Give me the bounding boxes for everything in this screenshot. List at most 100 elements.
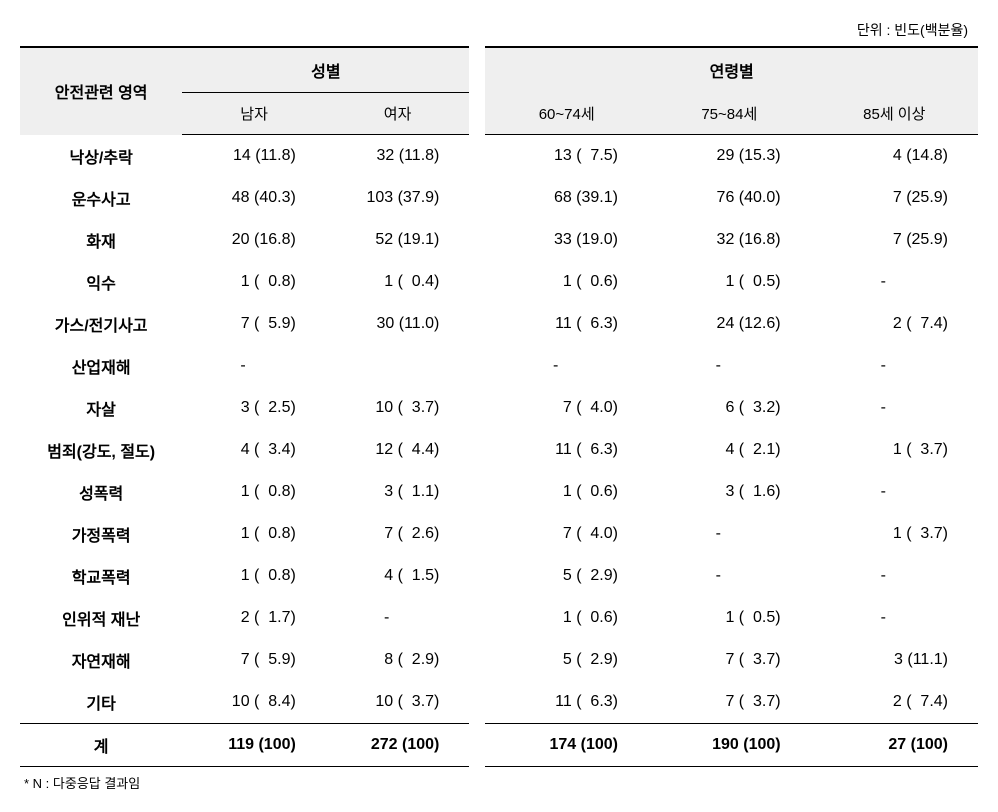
table-cell: 1 ( 0.6): [485, 597, 648, 639]
table-cell: 3 (11.1): [811, 639, 978, 681]
table-cell: 1 ( 0.8): [182, 471, 326, 513]
table-cell: 1 ( 3.7): [811, 429, 978, 471]
table-cell: 11 ( 6.3): [485, 681, 648, 724]
row-label: 학교폭력: [20, 555, 182, 597]
row-label: 운수사고: [20, 177, 182, 219]
table-cell: 7 ( 4.0): [485, 387, 648, 429]
col-header-gender-group: 성별: [182, 47, 469, 93]
table-cell: -: [326, 597, 470, 639]
table-header: 안전관련 영역 성별 연령별 남자 여자 60~74세 75~84세 85세 이…: [20, 47, 978, 135]
table-cell: 7 ( 5.9): [182, 639, 326, 681]
table-cell: 1 ( 3.7): [811, 513, 978, 555]
row-label: 인위적 재난: [20, 597, 182, 639]
table-cell: 32 (16.8): [648, 219, 811, 261]
table-cell: -: [811, 261, 978, 303]
table-cell: 10 ( 8.4): [182, 681, 326, 724]
column-gap: [469, 723, 485, 766]
row-label: 화재: [20, 219, 182, 261]
table-cell: 7 (25.9): [811, 177, 978, 219]
row-label: 범죄(강도, 절도): [20, 429, 182, 471]
table-cell: 103 (37.9): [326, 177, 470, 219]
data-table: 안전관련 영역 성별 연령별 남자 여자 60~74세 75~84세 85세 이…: [20, 46, 978, 767]
table-cell: 272 (100): [326, 723, 470, 766]
table-cell: -: [811, 555, 978, 597]
table-cell: 7 ( 4.0): [485, 513, 648, 555]
table-row: 가스/전기사고7 ( 5.9)30 (11.0)11 ( 6.3)24 (12.…: [20, 303, 978, 345]
table-cell: 29 (15.3): [648, 135, 811, 177]
column-gap: [469, 513, 485, 555]
table-cell: -: [648, 345, 811, 387]
table-cell: -: [648, 555, 811, 597]
table-row: 범죄(강도, 절도)4 ( 3.4)12 ( 4.4) 11 ( 6.3)4 ( …: [20, 429, 978, 471]
table-row: 화재20 (16.8)52 (19.1)33 (19.0)32 (16.8)7 …: [20, 219, 978, 261]
table-cell: 32 (11.8): [326, 135, 470, 177]
column-gap: [469, 177, 485, 219]
table-row: 익수1 ( 0.8)1 ( 0.4)1 ( 0.6)1 ( 0.5)-: [20, 261, 978, 303]
table-cell: 4 (14.8): [811, 135, 978, 177]
table-cell: 13 ( 7.5): [485, 135, 648, 177]
row-label: 산업재해: [20, 345, 182, 387]
column-gap: [469, 555, 485, 597]
row-label: 자살: [20, 387, 182, 429]
table-cell: -: [811, 471, 978, 513]
table-row: 성폭력1 ( 0.8)3 ( 1.1)1 ( 0.6)3 ( 1.6)-: [20, 471, 978, 513]
table-cell: 33 (19.0): [485, 219, 648, 261]
row-label-total: 계: [20, 723, 182, 766]
table-row: 낙상/추락14 (11.8)32 (11.8)13 ( 7.5)29 (15.3…: [20, 135, 978, 177]
table-cell: 1 ( 0.4): [326, 261, 470, 303]
table-cell: 68 (39.1): [485, 177, 648, 219]
table-cell: 76 (40.0): [648, 177, 811, 219]
table-cell: 174 (100): [485, 723, 648, 766]
table-row: 학교폭력1 ( 0.8)4 ( 1.5)5 ( 2.9)--: [20, 555, 978, 597]
col-header-category: 안전관련 영역: [20, 47, 182, 135]
table-cell: 7 ( 5.9): [182, 303, 326, 345]
table-cell: [326, 345, 470, 387]
table-cell: 4 ( 2.1): [648, 429, 811, 471]
column-gap: [469, 471, 485, 513]
table-cell: 5 ( 2.9): [485, 639, 648, 681]
column-gap: [469, 47, 485, 135]
table-cell: 8 ( 2.9): [326, 639, 470, 681]
column-gap: [469, 681, 485, 724]
column-gap: [469, 387, 485, 429]
table-row: 자연재해7 ( 5.9)8 ( 2.9)5 ( 2.9)7 ( 3.7)3 (1…: [20, 639, 978, 681]
table-cell: 10 ( 3.7): [326, 681, 470, 724]
table-cell: 52 (19.1): [326, 219, 470, 261]
table-row: 운수사고48 (40.3)103 (37.9) 68 (39.1)76 (40.0…: [20, 177, 978, 219]
column-gap: [469, 135, 485, 177]
table-cell: 2 ( 7.4): [811, 303, 978, 345]
table-cell: 27 (100): [811, 723, 978, 766]
table-cell: -: [648, 513, 811, 555]
table-cell: 48 (40.3): [182, 177, 326, 219]
col-header-age1: 60~74세: [485, 93, 648, 135]
table-cell: 1 ( 0.5): [648, 261, 811, 303]
table-row: 가정폭력1 ( 0.8)7 ( 2.6)7 ( 4.0)-1 ( 3.7): [20, 513, 978, 555]
table-cell: 7 (25.9): [811, 219, 978, 261]
table-cell: 14 (11.8): [182, 135, 326, 177]
table-row: 인위적 재난2 ( 1.7)-1 ( 0.6)1 ( 0.5)-: [20, 597, 978, 639]
table-cell: 24 (12.6): [648, 303, 811, 345]
table-cell: 11 ( 6.3): [485, 429, 648, 471]
table-cell: 3 ( 2.5): [182, 387, 326, 429]
table-cell: 6 ( 3.2): [648, 387, 811, 429]
table-cell: 3 ( 1.1): [326, 471, 470, 513]
col-header-age-group: 연령별: [485, 47, 978, 93]
table-cell: 1 ( 0.8): [182, 513, 326, 555]
table-cell: 1 ( 0.6): [485, 261, 648, 303]
table-cell: 11 ( 6.3): [485, 303, 648, 345]
table-cell: 12 ( 4.4): [326, 429, 470, 471]
table-cell: 5 ( 2.9): [485, 555, 648, 597]
col-header-age2: 75~84세: [648, 93, 811, 135]
table-cell: -: [811, 387, 978, 429]
column-gap: [469, 261, 485, 303]
row-label: 성폭력: [20, 471, 182, 513]
table-row: 기타10 ( 8.4)10 ( 3.7)11 ( 6.3)7 ( 3.7)2 (…: [20, 681, 978, 724]
table-cell: 4 ( 3.4): [182, 429, 326, 471]
table-cell: 7 ( 3.7): [648, 681, 811, 724]
col-header-age3: 85세 이상: [811, 93, 978, 135]
row-label: 기타: [20, 681, 182, 724]
table-total-row: 계119 (100)272 (100)174 (100)190 (100)27 …: [20, 723, 978, 766]
column-gap: [469, 303, 485, 345]
table-row: 산업재해----: [20, 345, 978, 387]
row-label: 가스/전기사고: [20, 303, 182, 345]
